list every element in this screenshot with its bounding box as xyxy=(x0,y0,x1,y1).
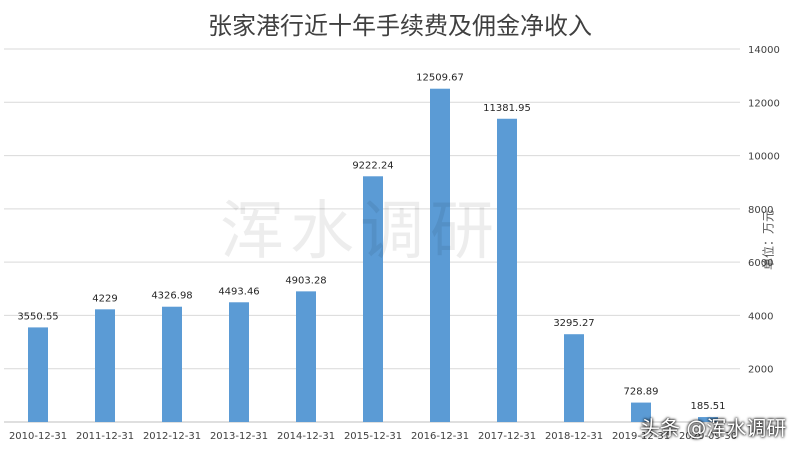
x-tick-label: 2015-12-31 xyxy=(344,431,402,442)
x-tick-label: 2010-12-31 xyxy=(9,431,67,442)
bar xyxy=(162,307,182,422)
y-tick-label: 6000 xyxy=(748,258,773,269)
x-tick-label: 2016-12-31 xyxy=(411,431,469,442)
data-label: 4326.98 xyxy=(151,291,192,302)
bar xyxy=(497,119,517,422)
y-tick-label: 12000 xyxy=(748,98,780,109)
data-label: 12509.67 xyxy=(416,73,464,84)
y-tick-label: 10000 xyxy=(748,152,780,163)
bar xyxy=(229,302,249,422)
data-label: 9222.24 xyxy=(352,160,393,171)
x-tick-label: 2013-12-31 xyxy=(210,431,268,442)
x-tick-label: 2012-12-31 xyxy=(143,431,201,442)
x-tick-label: 2014-12-31 xyxy=(277,431,335,442)
bar xyxy=(28,327,48,422)
data-label: 728.89 xyxy=(624,387,659,398)
y-tick-label: 2000 xyxy=(748,365,773,376)
source-watermark: 头条 @浑水调研 xyxy=(640,412,786,441)
x-tick-label: 2018-12-31 xyxy=(545,431,603,442)
data-label: 11381.95 xyxy=(483,103,531,114)
y-tick-label: 8000 xyxy=(748,205,773,216)
data-label: 3550.55 xyxy=(17,311,58,322)
data-label: 4493.46 xyxy=(218,286,259,297)
bar xyxy=(363,176,383,422)
bar xyxy=(564,334,584,422)
x-tick-label: 2017-12-31 xyxy=(478,431,536,442)
bar xyxy=(296,291,316,422)
data-label: 4229 xyxy=(92,293,117,304)
data-label: 4903.28 xyxy=(285,275,326,286)
x-tick-label: 2011-12-31 xyxy=(76,431,134,442)
bar xyxy=(95,309,115,422)
bar xyxy=(430,89,450,422)
y-tick-label: 4000 xyxy=(748,311,773,322)
data-label: 3295.27 xyxy=(553,318,594,329)
data-label: 185.51 xyxy=(691,401,726,412)
y-tick-label: 14000 xyxy=(748,45,780,56)
